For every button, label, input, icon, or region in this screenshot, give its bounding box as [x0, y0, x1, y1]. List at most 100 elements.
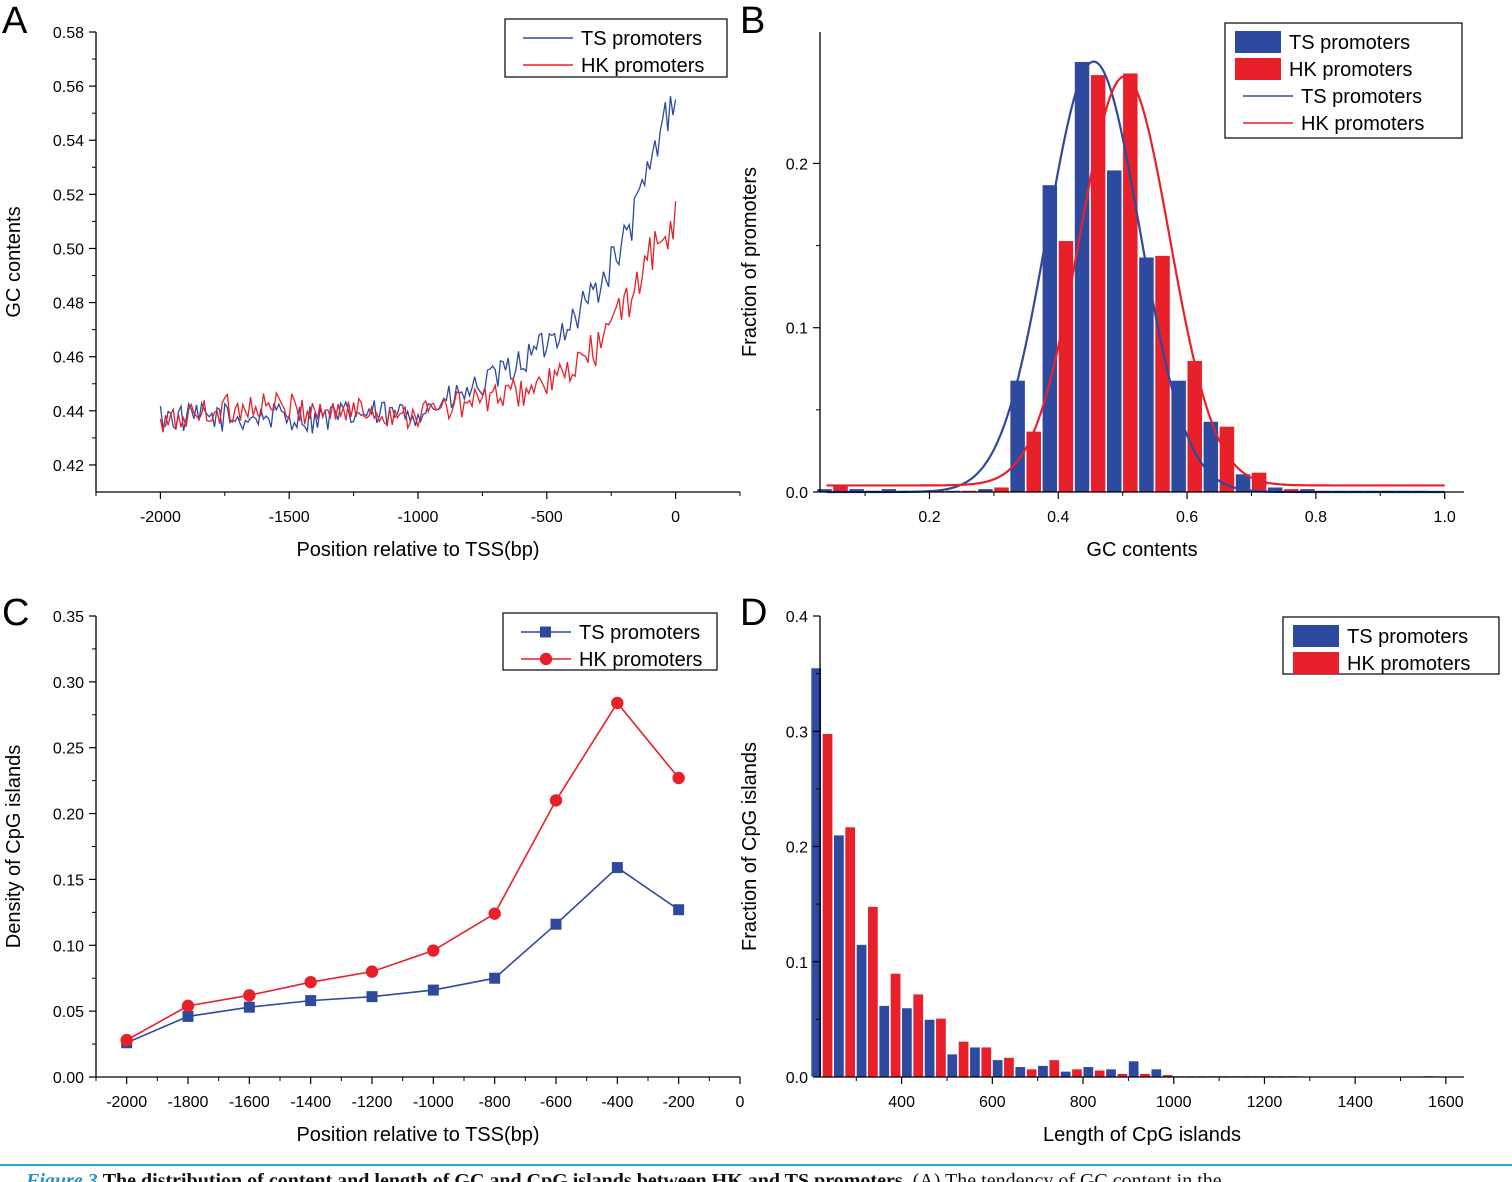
panel-label: D — [740, 592, 767, 634]
y-axis-title: Fraction of CpG islands — [739, 742, 761, 951]
axes: 0.000.050.100.150.200.250.300.35-2000 -18… — [53, 609, 745, 1111]
fit-curve-hk — [826, 75, 1445, 487]
bar-ts — [1041, 184, 1058, 493]
bar-hk — [889, 972, 902, 1078]
bar-ts — [1150, 1068, 1163, 1078]
bar-ts — [969, 1046, 981, 1078]
data-point-hk — [611, 696, 624, 710]
bar-ts — [878, 1005, 890, 1078]
bar-ts — [923, 1018, 936, 1078]
legend: TS promoters HK promoters — [1282, 616, 1500, 675]
x-tick-label: -500 — [531, 509, 563, 526]
legend-label-hk: HK promoters — [581, 55, 704, 77]
caption-label: Figure 3 — [26, 1170, 98, 1182]
bar-hk — [1093, 1069, 1106, 1078]
x-tick-label: -1400 — [290, 1094, 331, 1111]
bar-hk — [1071, 1068, 1083, 1078]
x-axis-title: Position relative to TSS(bp) — [296, 539, 539, 561]
chart-panel-c: C0.000.050.100.150.200.250.300.35-2000 -1… — [2, 592, 745, 1146]
data-point-hk — [181, 999, 195, 1013]
bar-ts — [946, 1053, 958, 1078]
chart-panel-b: B 0.0 0.1 0.2 0.2 0.4 0.6 0.8 1.0 GC contents Frac… — [739, 0, 1464, 561]
bar-hk — [821, 733, 834, 1078]
series-line-ts — [126, 866, 680, 1044]
y-axis-title: Fraction of promoters — [739, 167, 761, 357]
data-point-ts — [489, 972, 501, 984]
bar-hk — [912, 993, 924, 1078]
data-point-ts — [182, 1010, 194, 1022]
y-tick-label: 0.4 — [786, 609, 808, 626]
x-tick-label: -600 — [540, 1094, 572, 1111]
panel-label: C — [2, 592, 29, 634]
x-axis-title: Position relative to TSS(bp) — [296, 1124, 539, 1146]
x-tick-label: -1200 — [352, 1094, 393, 1111]
legend-box — [502, 612, 718, 671]
data-point-hk — [427, 944, 440, 957]
legend-label-ts: TS promoters — [579, 622, 700, 644]
y-tick-label: 0.25 — [53, 741, 84, 758]
series-line-hk — [159, 201, 677, 433]
bar-ts — [1127, 1060, 1140, 1078]
y-tick-label: 0.05 — [53, 1004, 84, 1021]
plot-area — [120, 696, 685, 1049]
figure-caption: Figure 3 The distribution of content and… — [26, 1168, 1506, 1182]
axes: 0.42 0.44 0.46 0.48 0.50 0.52 0.54 0.56 0.58 -200… — [53, 25, 741, 526]
x-tick-label: -1500 — [269, 509, 310, 526]
data-point-ts — [673, 904, 685, 916]
data-point-hk — [304, 975, 317, 989]
y-tick-label: 0.0 — [786, 485, 808, 502]
legend-label-hk: HK promoters — [1289, 59, 1412, 81]
data-point-ts — [550, 918, 562, 930]
x-tick-label: 0.8 — [1305, 509, 1327, 526]
bar-ts — [833, 834, 845, 1078]
data-point-hk — [243, 989, 256, 1002]
x-tick-label: -400 — [601, 1094, 633, 1111]
data-point-ts — [427, 984, 439, 996]
y-axis-title: Density of CpG islands — [3, 745, 25, 948]
axes: 0.0 0.1 0.2 0.3 0.4 400 600 800 1000 1200 1400 1600 — [786, 609, 1464, 1111]
y-tick-label: 0.20 — [53, 807, 84, 824]
x-axis-title: GC contents — [1086, 539, 1197, 561]
y-tick-label: 0.2 — [786, 156, 808, 173]
data-point-hk — [365, 965, 379, 978]
x-tick-label: -2000 — [140, 509, 181, 526]
y-tick-label: 0.42 — [53, 458, 84, 475]
data-point-ts — [611, 862, 623, 874]
x-tick-label: 600 — [979, 1094, 1006, 1111]
legend-swatch-ts — [1293, 625, 1339, 647]
bar-hk — [957, 1040, 970, 1078]
y-tick-label: 0.35 — [53, 609, 84, 626]
legend: TS promoters HK promoters — [504, 18, 728, 78]
bar-ts — [1037, 1065, 1049, 1078]
legend-box — [504, 18, 728, 78]
x-tick-label: 400 — [888, 1094, 915, 1111]
legend-label-hk: HK promoters — [579, 649, 702, 671]
y-tick-label: 0.1 — [786, 321, 808, 338]
legend-label-ts: TS promoters — [1289, 32, 1410, 54]
legend-label-hk: HK promoters — [1347, 653, 1470, 675]
x-tick-label: -800 — [479, 1094, 511, 1111]
y-tick-label: 0.56 — [53, 79, 84, 96]
y-tick-label: 0.54 — [53, 133, 84, 150]
caption-title: The distribution of content and length o… — [102, 1170, 908, 1182]
data-point-hk — [120, 1033, 133, 1047]
bar-hk — [980, 1046, 992, 1078]
legend-marker-ts — [540, 626, 551, 638]
legend-label-ts: TS promoters — [1301, 86, 1422, 108]
legend-label-ts: TS promoters — [1347, 626, 1468, 648]
x-tick-label: -1000 — [398, 509, 439, 526]
data-point-ts — [366, 991, 378, 1003]
bar-hk — [1186, 360, 1203, 493]
legend-swatch-hk — [1235, 58, 1281, 80]
x-tick-label: 0 — [736, 1094, 745, 1111]
bar-hk — [1025, 1068, 1038, 1078]
bar-ts — [1073, 61, 1091, 493]
data-point-hk — [672, 771, 685, 785]
bar-hk — [993, 486, 1010, 493]
x-axis-title: Length of CpG islands — [1043, 1124, 1241, 1146]
y-tick-label: 0.0 — [786, 1070, 808, 1087]
caption-divider — [0, 1164, 1512, 1166]
data-point-ts — [305, 995, 317, 1007]
series-line-ts — [159, 96, 677, 434]
y-tick-label: 0.58 — [53, 25, 84, 42]
